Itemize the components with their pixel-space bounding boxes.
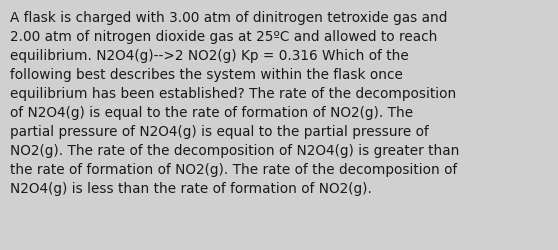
- Text: A flask is charged with 3.00 atm of dinitrogen tetroxide gas and
2.00 atm of nit: A flask is charged with 3.00 atm of dini…: [10, 11, 459, 195]
